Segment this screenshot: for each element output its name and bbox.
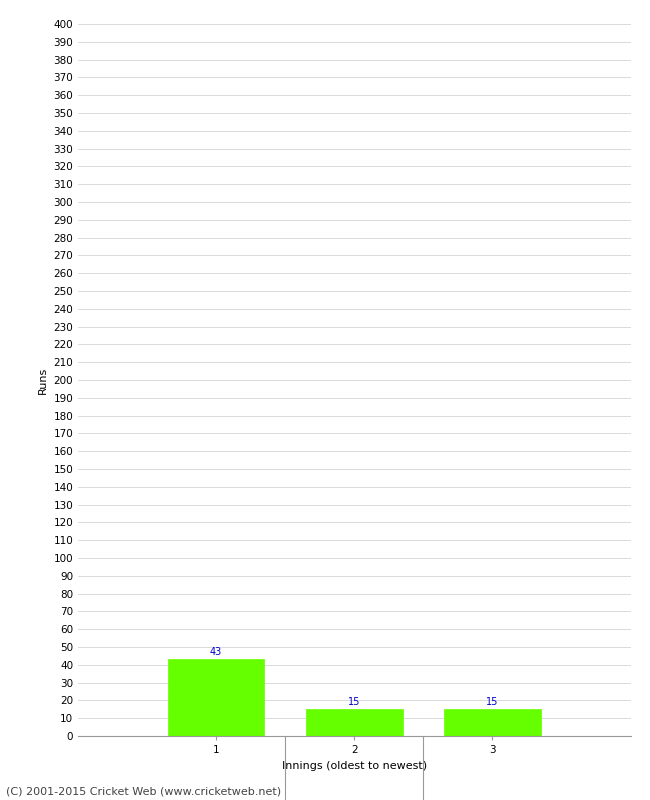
Text: 43: 43 xyxy=(210,646,222,657)
Bar xyxy=(306,710,402,736)
X-axis label: Innings (oldest to newest): Innings (oldest to newest) xyxy=(281,761,427,770)
Bar xyxy=(168,659,265,736)
Text: 15: 15 xyxy=(486,697,499,706)
Bar xyxy=(444,710,541,736)
Text: 15: 15 xyxy=(348,697,361,706)
Y-axis label: Runs: Runs xyxy=(38,366,48,394)
Text: (C) 2001-2015 Cricket Web (www.cricketweb.net): (C) 2001-2015 Cricket Web (www.cricketwe… xyxy=(6,786,281,796)
